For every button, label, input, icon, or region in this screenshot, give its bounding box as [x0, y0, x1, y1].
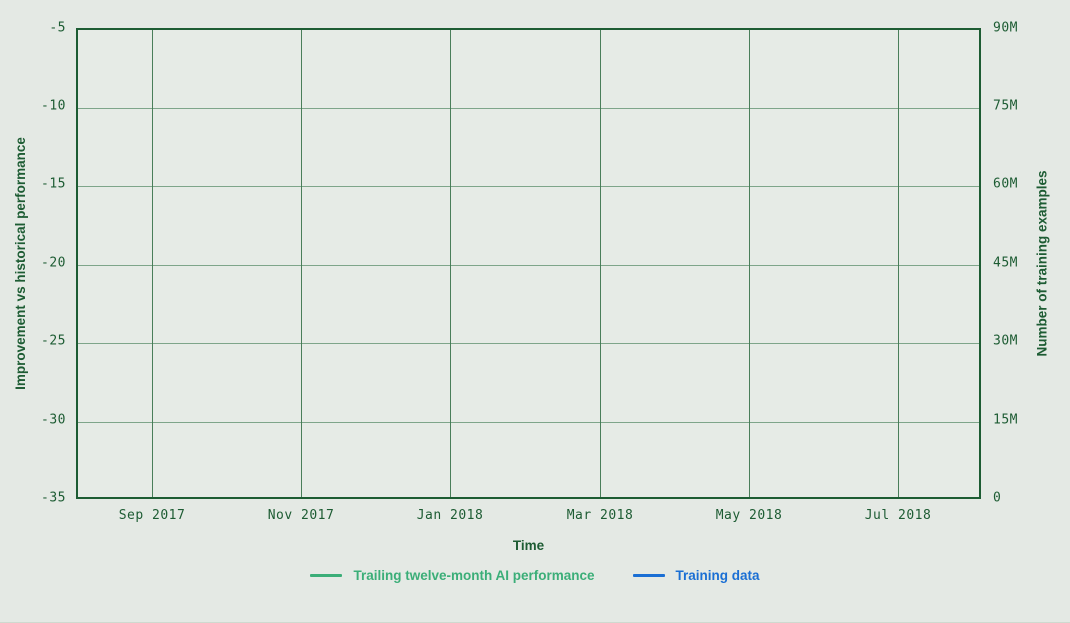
x-tick-label: Sep 2017: [118, 508, 186, 523]
y-axis-right-title-text: Number of training examples: [1034, 170, 1050, 357]
legend-label: Trailing twelve-month AI performance: [353, 568, 595, 583]
gridline-horizontal: [78, 186, 979, 187]
x-axis-title: Time: [512, 538, 545, 553]
y-axis-right-title: Number of training examples: [1032, 28, 1052, 499]
legend-line-swatch: [632, 574, 665, 577]
y-tick-label-right: 60M: [993, 176, 1018, 192]
gridline-vertical: [898, 30, 899, 497]
x-tick-label: Jan 2018: [416, 508, 484, 523]
legend-item-training-data[interactable]: Training data: [632, 568, 760, 583]
data-series-layer: [78, 30, 978, 496]
y-tick-label-left: -20: [41, 255, 66, 271]
plot-area: [76, 28, 981, 499]
x-tick-label: Jul 2018: [864, 508, 932, 523]
y-tick-label-left: -10: [41, 98, 66, 114]
y-tick-label-left: -5: [49, 20, 66, 36]
gridline-vertical: [152, 30, 153, 497]
legend-line-swatch: [310, 574, 343, 577]
gridline-vertical: [301, 30, 302, 497]
gridline-vertical: [450, 30, 451, 497]
gridline-horizontal: [78, 108, 979, 109]
y-tick-label-right: 45M: [993, 255, 1018, 271]
gridline-vertical: [600, 30, 601, 497]
chart-legend: Trailing twelve-month AI performance Tra…: [0, 568, 1070, 583]
gridline-horizontal: [78, 343, 979, 344]
y-tick-label-right: 30M: [993, 333, 1018, 349]
gridline-horizontal: [78, 422, 979, 423]
y-tick-label-left: -25: [41, 333, 66, 349]
legend-label: Training data: [675, 568, 760, 583]
legend-item-ai-performance[interactable]: Trailing twelve-month AI performance: [310, 568, 595, 583]
x-tick-label: May 2018: [715, 508, 783, 523]
x-tick-label: Mar 2018: [566, 508, 634, 523]
y-axis-left-ticks: -5 -10 -15 -20 -25 -30 -35: [0, 21, 66, 506]
y-axis-left-title-text: Improvement vs historical performance: [12, 137, 28, 390]
y-tick-label-left: -30: [41, 412, 66, 428]
gridline-vertical: [749, 30, 750, 497]
y-tick-label-right: 15M: [993, 412, 1018, 428]
x-tick-label: Nov 2017: [267, 508, 335, 523]
y-tick-label-right: 75M: [993, 98, 1018, 114]
y-axis-right-ticks: 90M 75M 60M 45M 30M 15M 0: [993, 21, 1053, 506]
y-tick-label-left: -35: [41, 490, 66, 506]
y-tick-label-right: 0: [993, 490, 1002, 506]
y-tick-label-right: 90M: [993, 20, 1018, 36]
y-tick-label-left: -15: [41, 176, 66, 192]
y-axis-left-title: Improvement vs historical performance: [10, 28, 30, 499]
gridline-horizontal: [78, 265, 979, 266]
